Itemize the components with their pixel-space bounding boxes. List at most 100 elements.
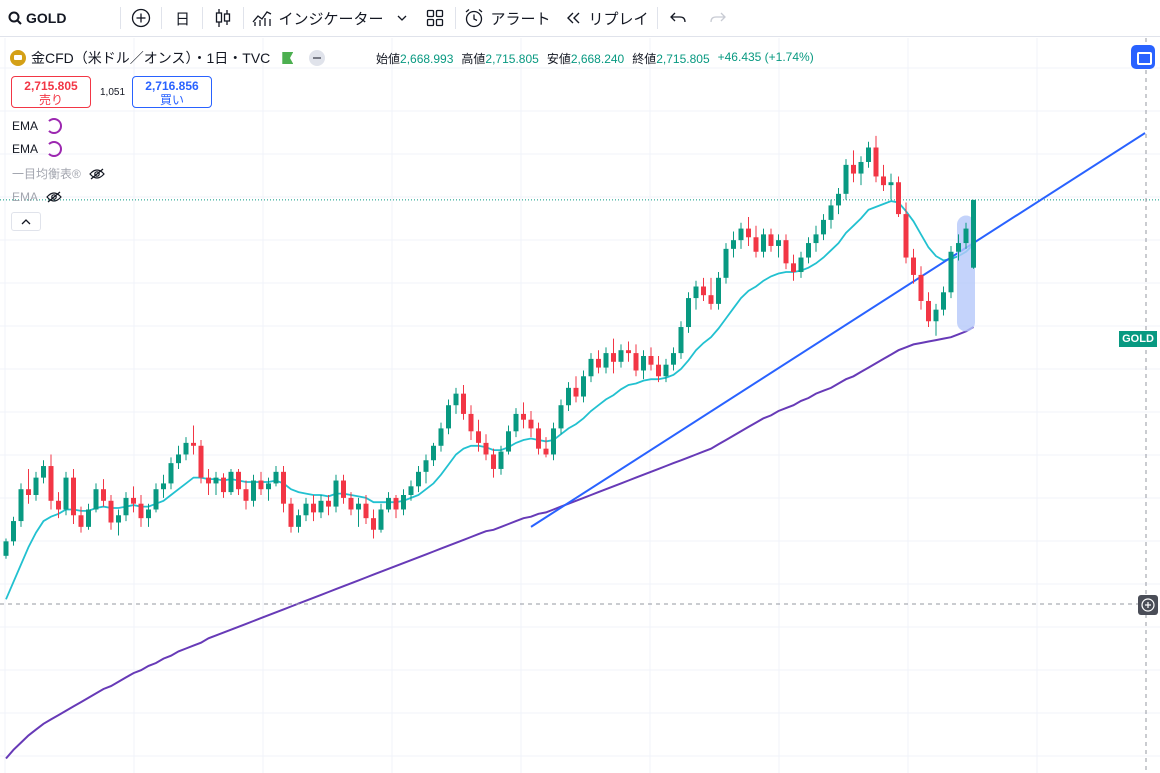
replay-button[interactable]: リプレイ	[558, 0, 656, 37]
eye-off-icon[interactable]	[89, 168, 105, 180]
layouts-button[interactable]	[415, 0, 455, 37]
buy-button[interactable]: 2,716.856 買い	[132, 76, 212, 108]
indicators-button[interactable]: インジケーター	[244, 0, 415, 37]
hide-legend-button[interactable]	[309, 50, 326, 66]
interval-button[interactable]: 日	[162, 0, 202, 37]
candle-body	[821, 219, 826, 235]
sell-price: 2,715.805	[24, 79, 78, 93]
candle-body	[716, 277, 721, 304]
redo-icon	[709, 12, 726, 23]
candle-body	[948, 251, 954, 293]
toolbar-divider	[120, 7, 122, 29]
candle-body	[41, 466, 46, 478]
candle-body	[401, 495, 406, 510]
symbol-search[interactable]: GOLD	[0, 0, 120, 37]
candle-body	[281, 471, 286, 504]
add-alert-button[interactable]	[1138, 595, 1158, 615]
indicator-label: 一目均衡表®	[12, 167, 81, 181]
candle-body	[386, 497, 391, 510]
candle-body	[476, 431, 481, 443]
search-icon	[8, 11, 22, 25]
indicator-ema-1[interactable]: EMA	[12, 118, 63, 134]
candle-body	[311, 503, 316, 513]
crosshair	[0, 38, 1147, 773]
candle-body	[273, 471, 279, 484]
candle-body	[708, 295, 714, 304]
candle-body	[18, 489, 24, 522]
candle-body	[753, 237, 759, 252]
ohlc-values: 始値2,668.993 高値2,715.805 安値2,668.240 終値2,…	[376, 50, 814, 67]
eye-off-icon[interactable]	[46, 191, 62, 203]
candle-body	[573, 387, 579, 397]
candle-body	[611, 353, 616, 362]
candle-body	[348, 497, 354, 510]
alert-button[interactable]: アラート	[456, 0, 558, 37]
symbol-legend[interactable]: 金CFD（米ドル／オンス）・1日・TVC	[10, 48, 326, 68]
low-value: 安値2,668.240	[546, 52, 625, 66]
high-value: 高値2,715.805	[461, 52, 539, 66]
indicator-ema-3[interactable]: EMA	[12, 190, 62, 204]
buy-price: 2,716.856	[145, 79, 199, 93]
undo-button[interactable]	[658, 0, 698, 37]
sell-button[interactable]: 2,715.805 売り	[11, 76, 91, 108]
candle-body	[3, 541, 9, 556]
candle-body	[783, 240, 789, 264]
candle-body	[333, 480, 339, 507]
candle-body	[543, 448, 549, 455]
indicators-icon	[252, 11, 272, 26]
candle-body	[911, 257, 916, 275]
candle-body	[191, 442, 196, 446]
candle-body	[183, 442, 189, 455]
candle-body	[11, 521, 16, 542]
candle-body	[221, 477, 226, 493]
compare-symbol-button[interactable]	[121, 0, 161, 37]
candle-body	[798, 257, 804, 273]
toolbar-divider	[202, 7, 204, 29]
candle-body	[446, 405, 451, 429]
candle-body	[236, 471, 241, 490]
candle-body	[48, 466, 54, 501]
candle-body	[468, 413, 474, 432]
plus-circle-icon	[132, 8, 151, 28]
candle-body	[641, 356, 646, 371]
candle-body	[266, 483, 271, 490]
candle-body	[843, 164, 849, 194]
candle-body	[933, 309, 939, 322]
candle-body	[33, 477, 39, 495]
candle-body	[918, 274, 924, 301]
highlight-marker	[957, 215, 975, 332]
candle-body	[806, 243, 811, 258]
candle-body	[213, 477, 219, 484]
candle-body	[243, 489, 249, 501]
chevron-down-icon	[398, 15, 407, 21]
candle-body	[888, 182, 894, 186]
candle-body	[78, 515, 84, 527]
candle-body	[116, 515, 121, 523]
candle-body	[393, 497, 399, 510]
candle-body	[438, 428, 444, 446]
redo-button[interactable]	[698, 0, 738, 37]
candle-body	[581, 376, 586, 397]
indicator-ema-2[interactable]: EMA	[12, 141, 63, 157]
candle-body	[746, 228, 751, 238]
candle-body	[251, 480, 256, 501]
candle-body	[618, 350, 624, 362]
price-chart[interactable]	[0, 38, 1160, 773]
indicator-ichimoku[interactable]: 一目均衡表®	[12, 165, 105, 182]
ema-short-path	[5, 200, 975, 600]
undo-icon	[669, 12, 686, 23]
candle-body	[656, 364, 661, 377]
indicators-label: インジケーター	[278, 10, 384, 28]
collapse-indicators-button[interactable]	[11, 212, 41, 231]
candle-body	[603, 353, 609, 368]
chart-type-button[interactable]	[203, 0, 243, 37]
candle-body	[378, 509, 384, 530]
trendline	[530, 132, 1146, 528]
candle-body	[558, 405, 564, 429]
fullscreen-toggle-button[interactable]	[1131, 45, 1155, 69]
spread-value: 1,051	[100, 87, 126, 98]
candle-body	[513, 413, 519, 432]
flag-icon[interactable]	[282, 52, 294, 64]
ema-short-line	[5, 200, 975, 600]
